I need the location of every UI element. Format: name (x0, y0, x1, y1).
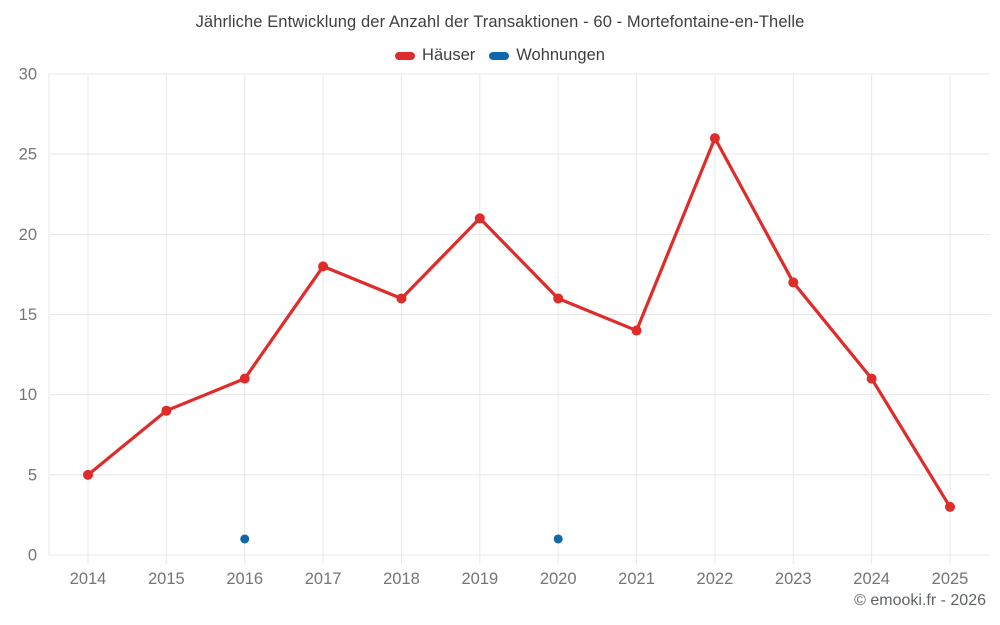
y-axis-tick-label: 5 (28, 466, 37, 484)
data-point-wohnungen-2020[interactable] (553, 534, 563, 544)
data-point-wohnungen-2016[interactable] (240, 534, 250, 544)
legend-label-haeuser: Häuser (422, 46, 476, 64)
y-axis-tick-label: 25 (19, 146, 37, 164)
y-axis-tick-label: 20 (19, 226, 37, 244)
x-axis-tick-label: 2023 (775, 570, 812, 588)
wohnungen-swatch-icon (489, 51, 510, 60)
x-axis-tick-label: 2015 (148, 570, 185, 588)
data-point-haeuser-2018[interactable] (396, 293, 407, 304)
x-axis-tick-label: 2014 (70, 570, 107, 588)
data-point-haeuser-2015[interactable] (161, 405, 172, 416)
data-point-haeuser-2020[interactable] (553, 293, 564, 304)
haeuser-swatch-icon (395, 51, 416, 60)
x-axis-tick-label: 2024 (853, 570, 890, 588)
data-point-haeuser-2022[interactable] (709, 133, 720, 144)
y-axis-tick-label: 30 (19, 66, 37, 84)
legend-item-wohnungen[interactable]: Wohnungen (489, 46, 605, 65)
y-axis-tick-label: 15 (19, 306, 37, 324)
chart-title: Jährliche Entwicklung der Anzahl der Tra… (195, 13, 805, 31)
data-point-haeuser-2019[interactable] (474, 213, 485, 224)
x-axis-tick-label: 2020 (540, 570, 577, 588)
x-axis-tick-label: 2022 (697, 570, 734, 588)
chart-legend: Häuser Wohnungen (0, 46, 1000, 65)
legend-item-haeuser[interactable]: Häuser (395, 46, 475, 65)
data-point-haeuser-2023[interactable] (788, 277, 799, 288)
x-axis-tick-label: 2018 (383, 570, 420, 588)
x-axis-tick-label: 2016 (226, 570, 263, 588)
y-axis-tick-label: 0 (28, 547, 37, 565)
x-axis-tick-label: 2025 (932, 570, 969, 588)
data-point-haeuser-2014[interactable] (83, 469, 93, 480)
x-axis-tick-label: 2019 (461, 570, 498, 588)
data-point-haeuser-2025[interactable] (945, 501, 955, 512)
x-axis-tick-label: 2021 (618, 570, 655, 588)
data-point-haeuser-2017[interactable] (318, 261, 329, 272)
data-point-haeuser-2021[interactable] (631, 325, 642, 336)
y-axis-tick-label: 10 (19, 386, 37, 404)
data-point-haeuser-2024[interactable] (866, 373, 877, 384)
x-axis-tick-label: 2017 (305, 570, 342, 588)
copyright: © emooki.fr - 2026 (854, 592, 986, 609)
legend-label-wohnungen: Wohnungen (516, 46, 605, 64)
series-line-haeuser (86, 136, 952, 509)
data-point-haeuser-2016[interactable] (239, 373, 250, 384)
